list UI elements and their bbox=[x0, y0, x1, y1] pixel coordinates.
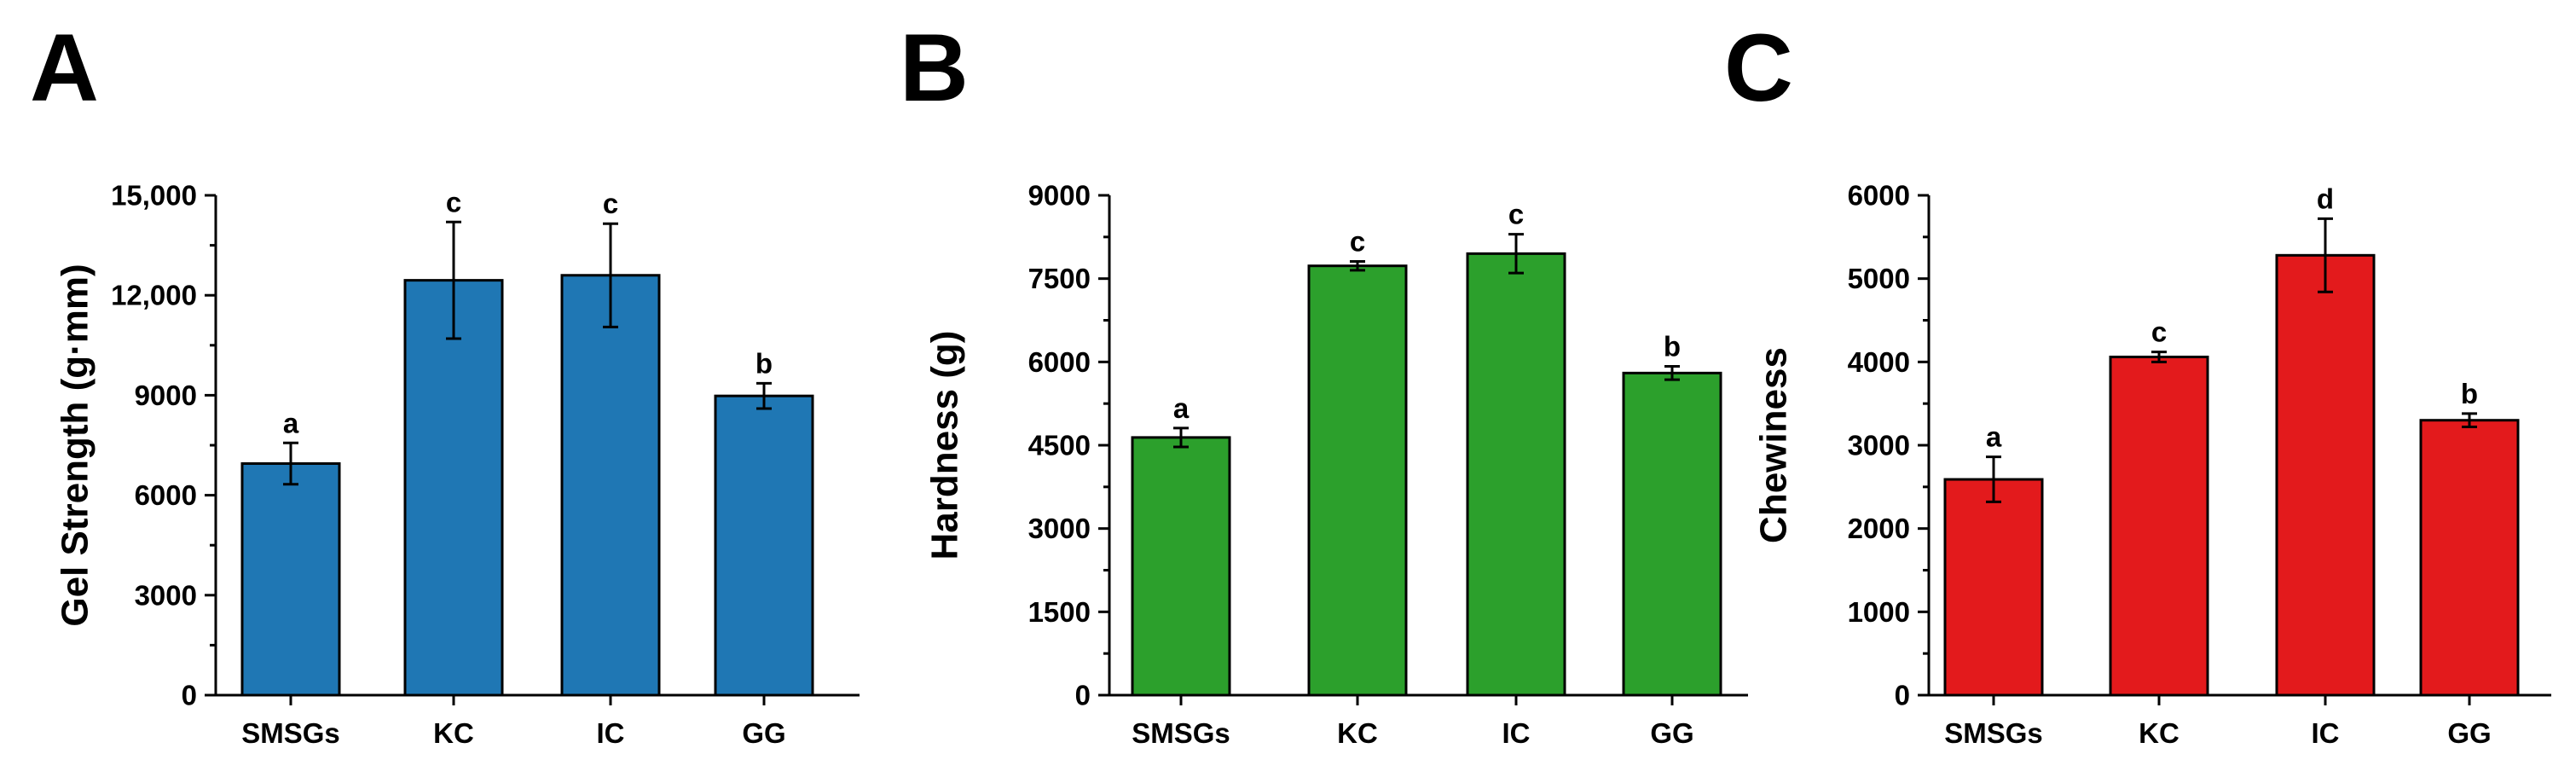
y-tick-label: 3000 bbox=[1848, 430, 1910, 461]
significance-label: c bbox=[603, 188, 618, 219]
bar-smsgs bbox=[1131, 436, 1231, 697]
y-tick-label: 0 bbox=[182, 680, 197, 711]
x-tick-label: SMSGs bbox=[1132, 717, 1230, 749]
x-tick-label: KC bbox=[2139, 717, 2179, 749]
x-tick-label: GG bbox=[1650, 717, 1693, 749]
y-tick-label: 2000 bbox=[1848, 513, 1910, 544]
significance-label: c bbox=[2151, 316, 2167, 348]
x-tick-label: GG bbox=[742, 717, 785, 749]
y-axis-title: Gel Strength (g·mm) bbox=[55, 264, 96, 626]
bar-ic bbox=[560, 274, 661, 697]
x-tick-label: IC bbox=[597, 717, 625, 749]
significance-label: c bbox=[1508, 199, 1524, 230]
chart-panel-a: A Gel Strength (g·mm) a SMSGs c KC c IC b GG 0 3000… bbox=[30, 14, 860, 749]
bar-smsgs bbox=[240, 461, 341, 697]
y-tick-label: 1000 bbox=[1848, 596, 1910, 628]
bar-smsgs bbox=[1943, 478, 2044, 697]
significance-label: b bbox=[1664, 331, 1681, 362]
significance-label: b bbox=[2461, 378, 2478, 409]
bar-kc bbox=[1307, 264, 1408, 697]
x-tick-label: KC bbox=[1337, 717, 1378, 749]
significance-label: a bbox=[1986, 421, 2002, 453]
x-tick-label: SMSGs bbox=[241, 717, 340, 749]
significance-label: b bbox=[755, 347, 773, 379]
panel-letter: C bbox=[1724, 14, 1793, 121]
y-tick-label: 4500 bbox=[1028, 430, 1091, 461]
bar-ic bbox=[1466, 252, 1566, 697]
bar-gg bbox=[1622, 371, 1722, 697]
y-tick-label: 6000 bbox=[1848, 180, 1910, 212]
significance-label: a bbox=[283, 407, 299, 438]
bar-gg bbox=[2419, 419, 2520, 697]
bar-ic bbox=[2275, 253, 2376, 697]
panel-letter: B bbox=[900, 14, 969, 121]
significance-label: c bbox=[446, 186, 461, 218]
x-tick-label: IC bbox=[2312, 717, 2340, 749]
y-tick-label: 9000 bbox=[135, 380, 197, 411]
significance-label: d bbox=[2317, 183, 2334, 214]
panel-letter: A bbox=[30, 14, 99, 121]
y-tick-label: 6000 bbox=[1028, 346, 1091, 378]
x-tick-label: KC bbox=[433, 717, 474, 749]
y-tick-label: 0 bbox=[1075, 680, 1091, 711]
y-tick-label: 3000 bbox=[1028, 513, 1091, 544]
x-tick-label: IC bbox=[1502, 717, 1531, 749]
significance-label: a bbox=[1173, 392, 1190, 424]
bar-gg bbox=[714, 394, 814, 697]
y-tick-label: 1500 bbox=[1028, 596, 1091, 628]
y-tick-label: 4000 bbox=[1848, 346, 1910, 378]
y-tick-label: 6000 bbox=[135, 479, 197, 511]
y-tick-label: 7500 bbox=[1028, 263, 1091, 294]
y-tick-label: 3000 bbox=[135, 579, 197, 611]
significance-label: c bbox=[1350, 225, 1365, 257]
y-tick-label: 0 bbox=[1895, 680, 1910, 711]
y-axis-title: Chewiness bbox=[1753, 347, 1795, 543]
y-tick-label: 9000 bbox=[1028, 180, 1091, 212]
chart-panel-c: C Chewiness a SMSGs c KC d IC b GG 0 1000 2000 3000 40… bbox=[1724, 14, 2551, 749]
bar-kc bbox=[403, 279, 504, 697]
y-tick-label: 15,000 bbox=[111, 180, 197, 212]
x-tick-label: GG bbox=[2447, 717, 2491, 749]
y-axis-title: Hardness (g) bbox=[924, 331, 966, 560]
bar-kc bbox=[2109, 355, 2209, 697]
y-tick-label: 5000 bbox=[1848, 263, 1910, 294]
chart-panel-b: B Hardness (g) a SMSGs c KC c IC b GG 0 1500 3000 450… bbox=[900, 14, 1748, 749]
y-tick-label: 12,000 bbox=[111, 280, 197, 311]
x-tick-label: SMSGs bbox=[1944, 717, 2043, 749]
